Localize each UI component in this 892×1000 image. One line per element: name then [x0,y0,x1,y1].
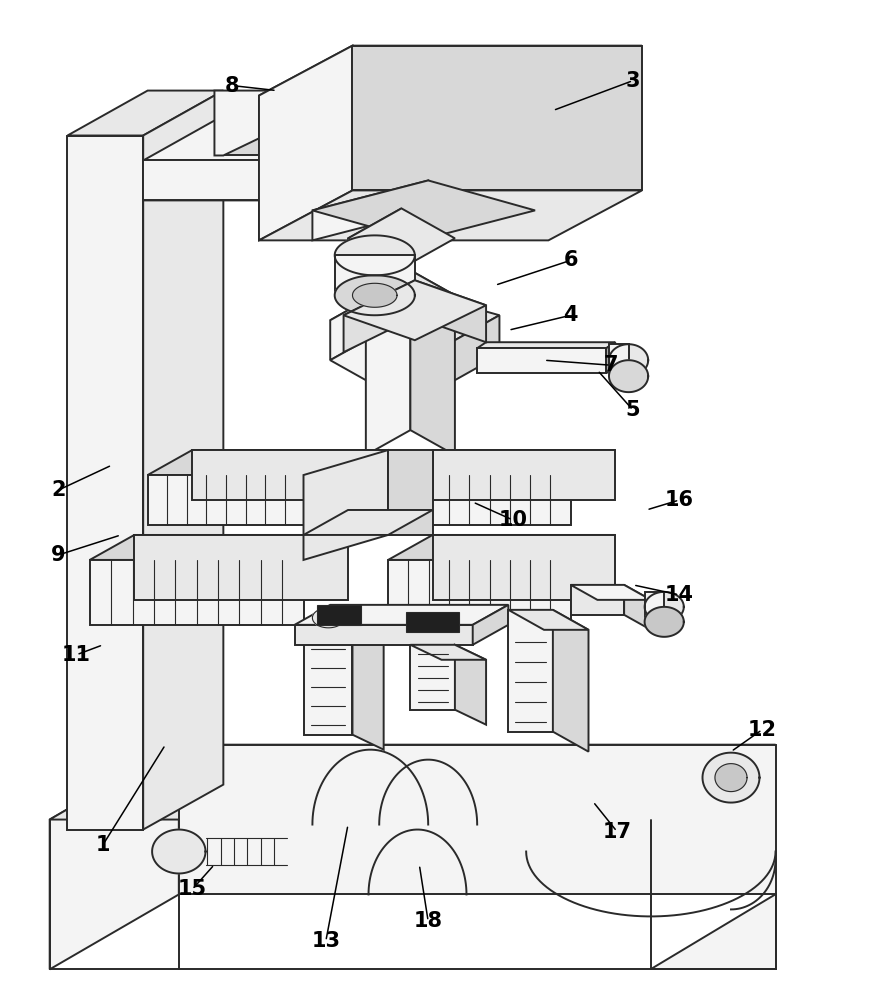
Polygon shape [303,625,352,735]
Polygon shape [388,535,615,560]
Polygon shape [348,208,401,280]
Text: 18: 18 [414,911,442,931]
Polygon shape [68,91,223,136]
Text: 11: 11 [62,645,91,665]
Polygon shape [433,535,615,600]
Polygon shape [312,180,535,240]
Polygon shape [473,605,508,645]
Polygon shape [352,283,397,307]
Polygon shape [334,255,415,295]
Polygon shape [192,450,388,500]
Polygon shape [388,560,571,625]
Polygon shape [259,46,352,240]
Text: 3: 3 [626,71,640,91]
Polygon shape [334,235,415,275]
Text: 13: 13 [311,931,340,951]
Polygon shape [259,190,642,240]
Polygon shape [609,344,648,376]
Polygon shape [410,645,455,710]
Polygon shape [90,560,303,625]
Polygon shape [388,450,615,475]
Polygon shape [609,344,629,376]
Polygon shape [715,764,747,792]
Polygon shape [406,612,459,632]
Polygon shape [303,625,384,640]
Text: 8: 8 [225,76,240,96]
Text: 14: 14 [665,585,694,605]
Polygon shape [303,450,388,560]
Polygon shape [153,830,205,873]
Polygon shape [317,605,361,625]
Polygon shape [645,607,684,637]
Polygon shape [343,280,415,352]
Polygon shape [50,745,178,969]
Polygon shape [144,91,223,830]
Polygon shape [508,610,553,732]
Polygon shape [388,450,433,535]
Polygon shape [144,116,384,160]
Polygon shape [144,155,384,200]
Polygon shape [144,160,303,200]
Polygon shape [259,46,642,96]
Polygon shape [609,360,648,392]
Polygon shape [68,136,144,830]
Polygon shape [607,342,615,373]
Text: 1: 1 [95,835,111,855]
Polygon shape [343,280,486,340]
Text: 17: 17 [602,822,632,842]
Polygon shape [571,585,651,600]
Polygon shape [433,450,615,500]
Polygon shape [294,605,508,625]
Polygon shape [214,91,285,155]
Text: 6: 6 [564,250,578,270]
Polygon shape [437,315,500,390]
Polygon shape [223,116,384,155]
Text: 15: 15 [178,879,207,899]
Polygon shape [645,592,665,622]
Polygon shape [90,535,348,560]
Polygon shape [330,285,392,360]
Polygon shape [352,625,384,750]
Polygon shape [303,510,433,535]
Polygon shape [455,645,486,725]
Polygon shape [50,745,775,820]
Text: 7: 7 [604,355,618,375]
Polygon shape [312,608,344,628]
Text: 4: 4 [564,305,578,325]
Polygon shape [178,745,775,894]
Polygon shape [330,285,500,350]
Polygon shape [352,46,642,190]
Polygon shape [571,585,624,615]
Polygon shape [148,450,388,475]
Polygon shape [477,348,607,373]
Text: 10: 10 [499,510,527,530]
Polygon shape [348,208,455,268]
Text: 2: 2 [52,480,66,500]
Text: 5: 5 [625,400,640,420]
Polygon shape [410,270,455,455]
Polygon shape [135,535,348,600]
Polygon shape [415,280,486,342]
Polygon shape [410,645,486,660]
Polygon shape [312,180,428,240]
Text: 9: 9 [51,545,66,565]
Polygon shape [553,610,589,752]
Polygon shape [477,342,615,348]
Polygon shape [508,610,589,630]
Polygon shape [366,270,455,320]
Polygon shape [703,753,759,803]
Polygon shape [651,894,775,969]
Polygon shape [645,592,684,622]
Polygon shape [388,475,571,525]
Polygon shape [624,585,651,630]
Text: 16: 16 [665,490,694,510]
Polygon shape [366,270,410,455]
Polygon shape [148,475,343,525]
Polygon shape [334,275,415,315]
Polygon shape [294,625,473,645]
Text: 12: 12 [747,720,777,740]
Polygon shape [330,325,437,385]
